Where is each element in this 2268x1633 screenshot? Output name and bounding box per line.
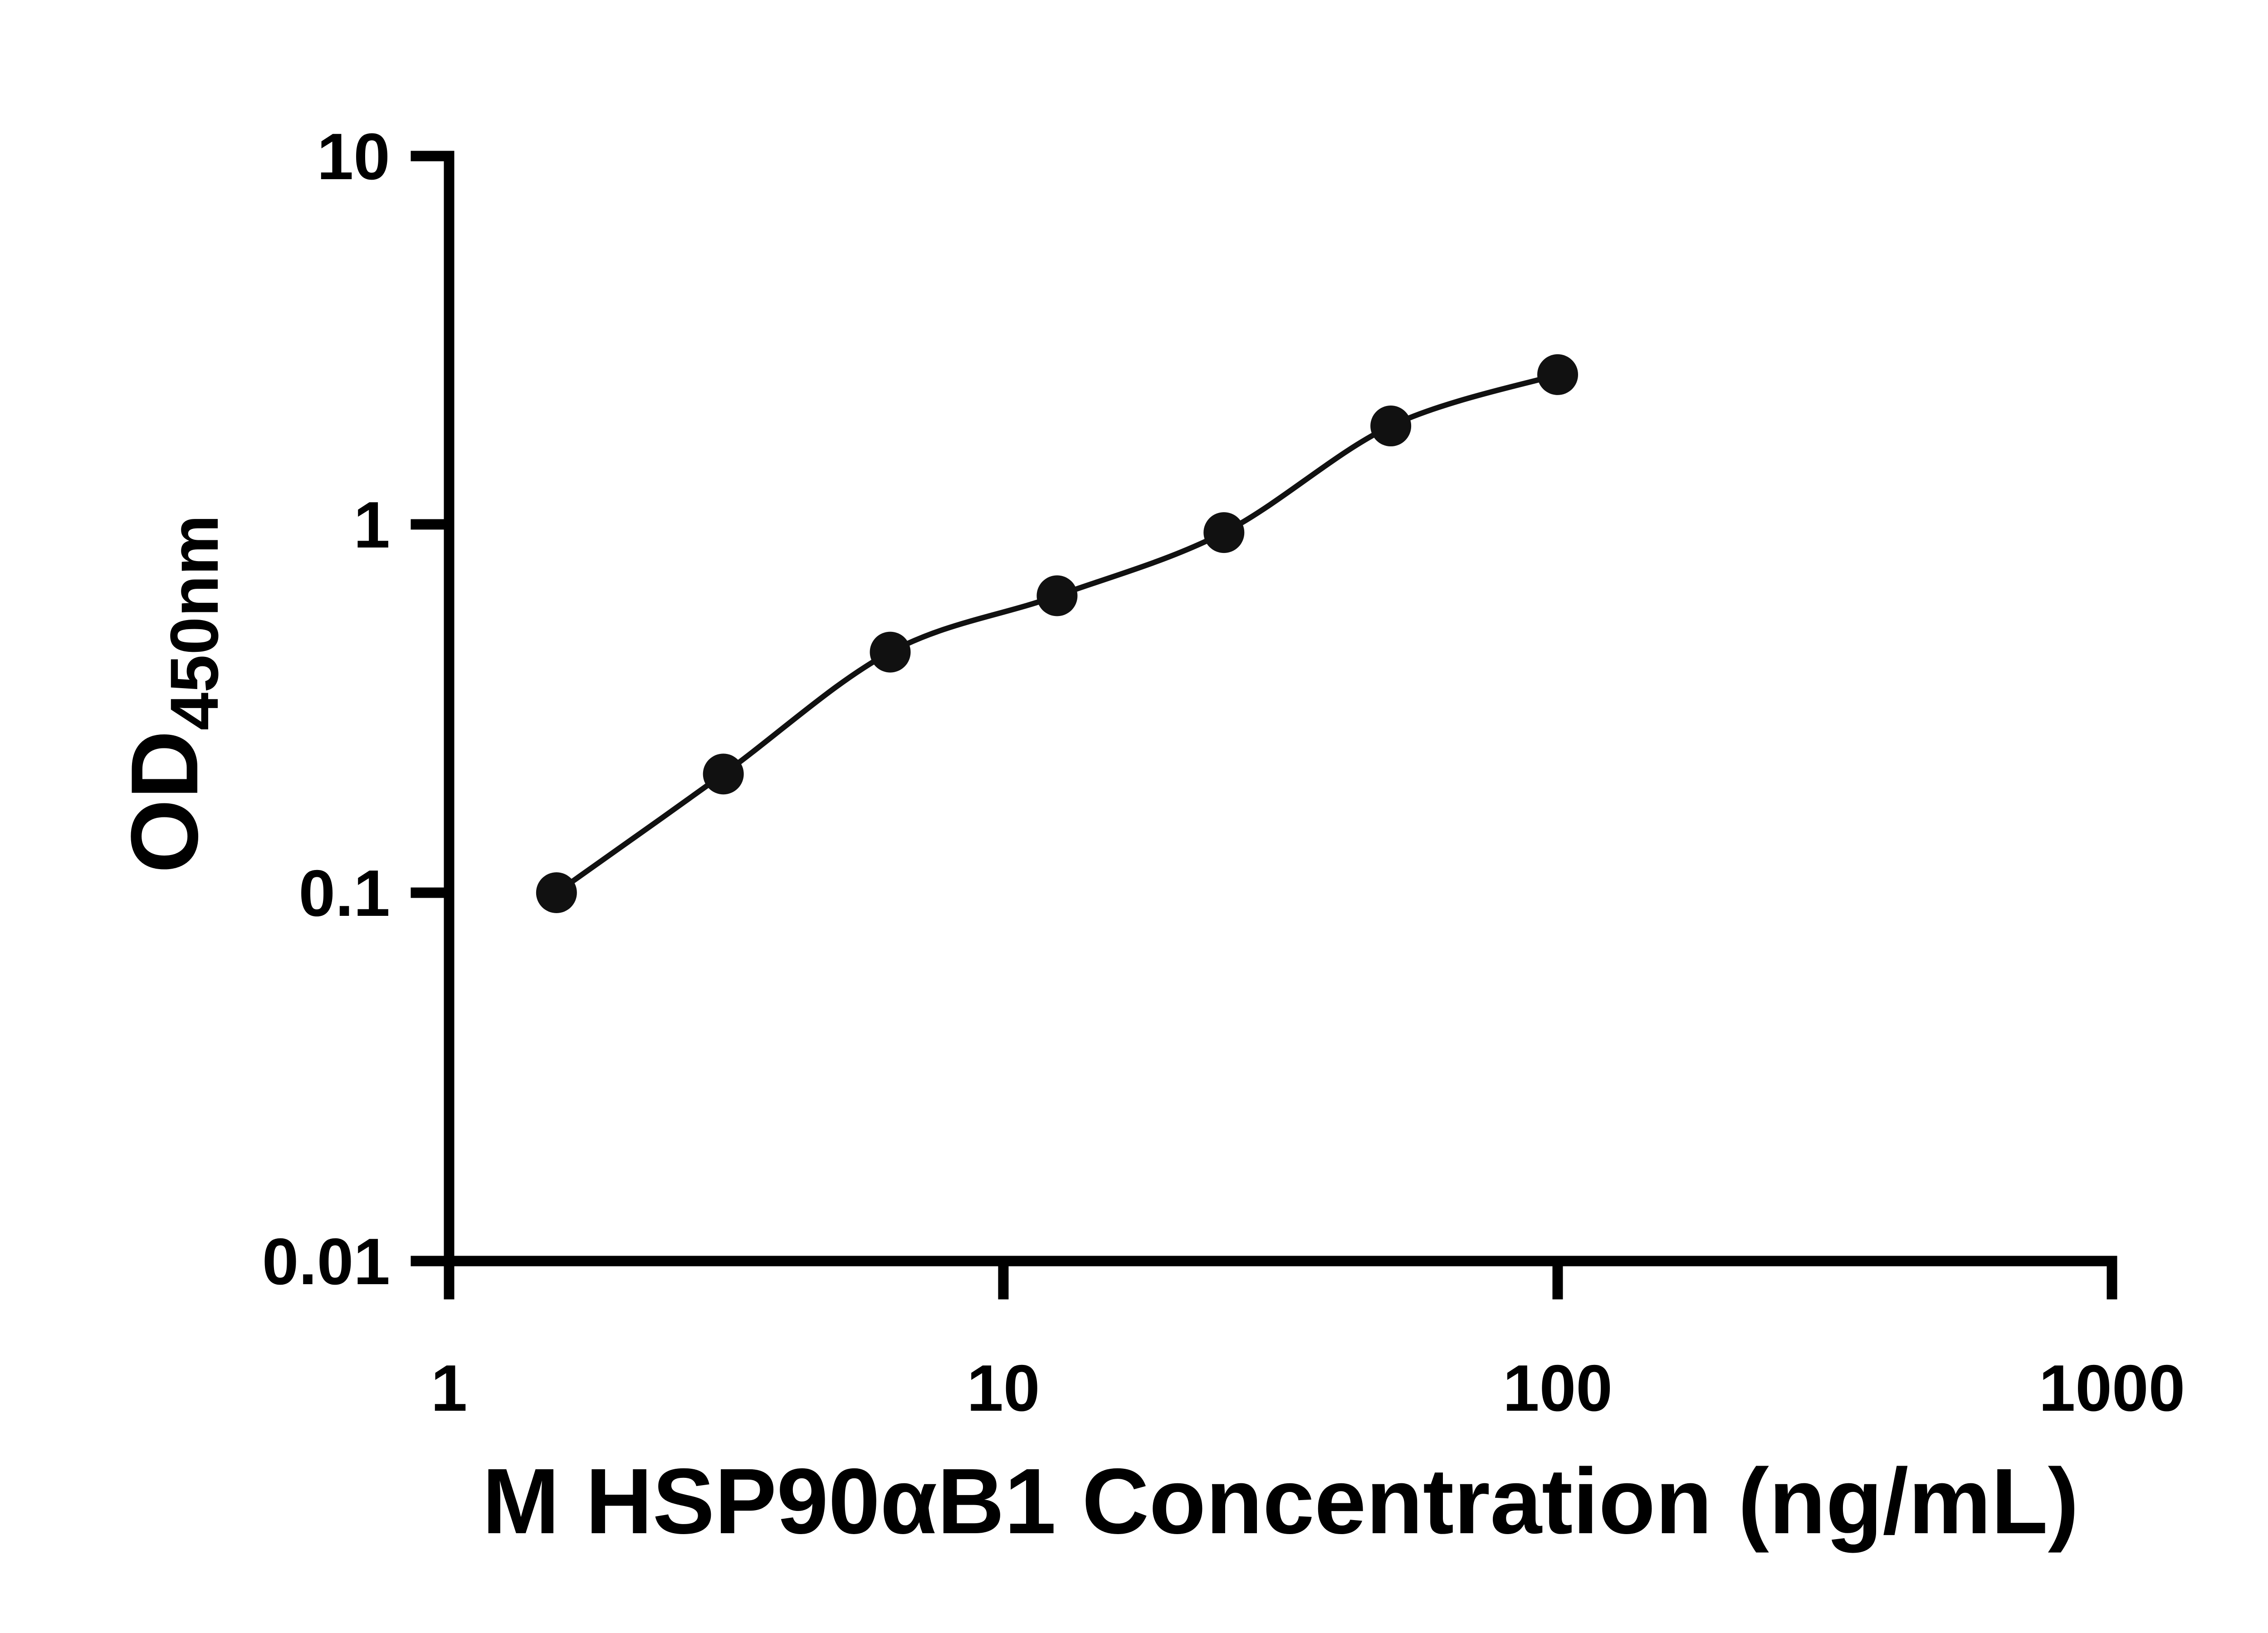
data-point-marker	[703, 753, 744, 795]
data-point-marker	[1036, 575, 1078, 616]
axis-ticks: 1 10 100 1000 10 1 0.1 0.01	[262, 120, 2185, 1425]
y-tick-label: 1	[353, 488, 390, 562]
x-tick-label: 1000	[2039, 1351, 2185, 1425]
y-tick-label: 0.1	[298, 856, 390, 930]
x-tick-label: 10	[967, 1351, 1040, 1425]
data-point-marker	[1370, 406, 1412, 447]
x-tick-label: 1	[431, 1351, 468, 1425]
data-point-marker	[1203, 512, 1245, 553]
data-point-marker	[870, 631, 911, 673]
x-tick-label: 100	[1503, 1351, 1613, 1425]
y-axis-label-subscript: 450nm	[156, 515, 232, 730]
y-axis-label: OD450nm	[111, 515, 232, 873]
y-tick-label: 10	[317, 120, 390, 193]
fit-curve	[555, 372, 1559, 895]
x-axis-label: M HSP90αB1 Concentration (ng/mL)	[482, 1449, 2079, 1553]
data-points	[536, 354, 1578, 913]
y-axis-label-main: OD	[111, 730, 218, 873]
y-tick-label: 0.01	[262, 1225, 390, 1298]
axes-line	[444, 151, 2117, 1266]
data-point-marker	[536, 872, 577, 913]
data-point-marker	[1537, 354, 1578, 395]
